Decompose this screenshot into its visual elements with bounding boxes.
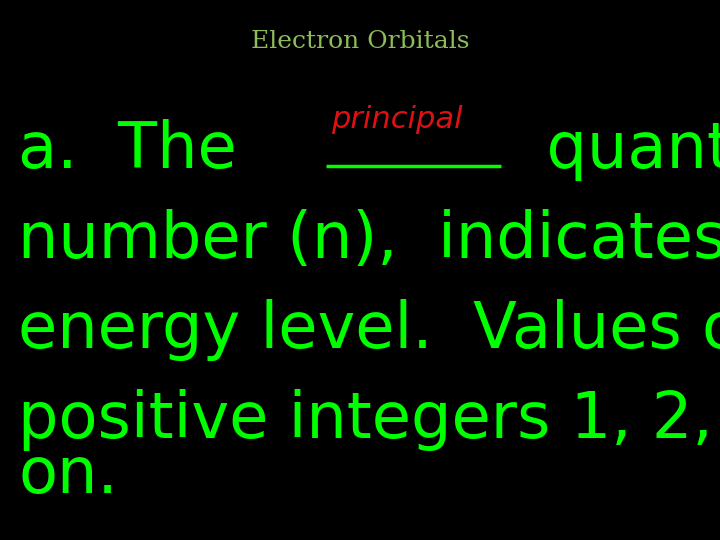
Text: quantum: quantum bbox=[506, 119, 720, 181]
Text: on.: on. bbox=[18, 444, 118, 506]
Text: principal: principal bbox=[331, 105, 463, 134]
Text: a.  The: a. The bbox=[18, 119, 257, 181]
Text: positive integers 1, 2, 3, and so: positive integers 1, 2, 3, and so bbox=[18, 389, 720, 451]
Text: number (n),  indicates the main: number (n), indicates the main bbox=[18, 209, 720, 271]
Text: Electron Orbitals: Electron Orbitals bbox=[251, 30, 469, 53]
Text: energy level.  Values of n are: energy level. Values of n are bbox=[18, 299, 720, 361]
